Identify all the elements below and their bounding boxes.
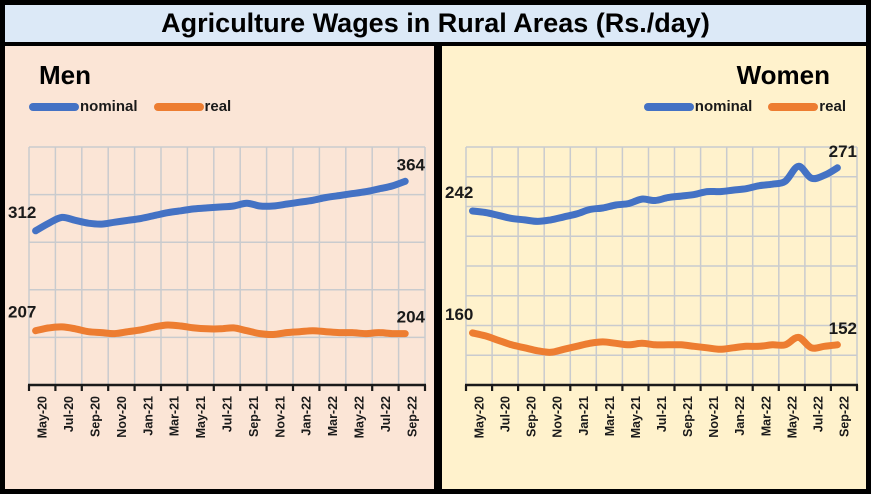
men-legend-item-nominal: nominal xyxy=(29,98,138,115)
x-axis-tick-label: May-22 xyxy=(353,396,367,438)
women-legend: nominal real xyxy=(442,98,846,115)
real-first-value-label: 207 xyxy=(8,303,36,322)
x-axis-tick-label: Jul-22 xyxy=(811,396,825,432)
x-axis-tick-label: Sep-20 xyxy=(89,396,103,437)
x-axis-tick-label: Jan-22 xyxy=(300,396,314,436)
x-axis-tick-label: Jul-21 xyxy=(221,396,235,432)
x-axis-tick-label: Nov-21 xyxy=(273,396,287,438)
real-last-value-label: 204 xyxy=(397,308,426,327)
x-axis-tick-label: May-21 xyxy=(194,396,208,438)
x-axis-tick-label: Sep-20 xyxy=(525,396,539,437)
x-axis-tick-label: Jan-22 xyxy=(733,396,747,436)
x-axis-tick-label: Mar-21 xyxy=(603,396,617,436)
x-axis-tick-label: May-20 xyxy=(36,396,50,438)
nominal-last-value-label: 364 xyxy=(397,156,426,175)
nominal-line xyxy=(469,163,841,226)
nominal-legend-label: nominal xyxy=(80,98,138,116)
real-last-value-label: 152 xyxy=(829,319,857,338)
chart-title-bar: Agriculture Wages in Rural Areas (Rs./da… xyxy=(5,5,866,42)
men-legend: nominal real xyxy=(29,98,434,115)
x-axis-tick-label: Mar-21 xyxy=(168,396,182,436)
x-axis-tick-label: Sep-21 xyxy=(247,396,261,437)
women-panel: Women nominal real May-20 Jul-20 Sep-20 Nov… xyxy=(442,46,866,489)
real-line xyxy=(469,329,841,357)
nominal-first-value-label: 242 xyxy=(445,183,473,202)
nominal-line xyxy=(32,178,409,235)
x-axis-tick-label: Jan-21 xyxy=(577,396,591,436)
x-axis-tick-label: Nov-20 xyxy=(115,396,129,438)
real-line-swatch-icon xyxy=(153,102,204,111)
nominal-first-value-label: 312 xyxy=(8,203,36,222)
x-axis-tick-label: Sep-22 xyxy=(405,396,419,437)
men-legend-item-real: real xyxy=(153,98,232,116)
x-axis-tick-label: Jul-20 xyxy=(499,396,513,432)
x-axis-tick-label: Sep-22 xyxy=(838,396,852,437)
men-panel-title: Men xyxy=(39,60,91,90)
x-axis-tick-label: May-20 xyxy=(473,396,487,438)
panels-row: Men nominal real May-20 Jul-20 Sep-20 Nov-2… xyxy=(5,46,866,489)
x-axis-tick-label: Mar-22 xyxy=(326,396,340,436)
x-axis-tick-label: Jan-21 xyxy=(141,396,155,436)
men-line-chart: May-20 Jul-20 Sep-20 Nov-20 Jan-21 Mar-21 May-… xyxy=(8,146,427,439)
real-legend-label: real xyxy=(819,98,846,116)
x-axis-tick-label: Nov-20 xyxy=(551,396,565,438)
nominal-line-swatch-icon xyxy=(29,102,79,111)
nominal-legend-label: nominal xyxy=(694,98,753,116)
x-axis-tick-label: Sep-21 xyxy=(681,396,695,437)
real-first-value-label: 160 xyxy=(445,305,473,324)
women-panel-title: Women xyxy=(736,60,830,90)
nominal-line-swatch-icon xyxy=(643,102,694,111)
nominal-last-value-label: 271 xyxy=(829,142,857,161)
x-axis-tick-label: Jul-20 xyxy=(62,396,76,432)
men-panel: Men nominal real May-20 Jul-20 Sep-20 Nov-2… xyxy=(5,46,434,489)
real-line-swatch-icon xyxy=(768,102,819,111)
women-legend-item-nominal: nominal xyxy=(643,98,753,116)
chart-title: Agriculture Wages in Rural Areas (Rs./da… xyxy=(161,8,710,38)
real-line xyxy=(32,321,409,339)
x-axis-tick-label: Jul-21 xyxy=(655,396,669,432)
x-axis-tick-label: Mar-22 xyxy=(759,396,773,436)
women-line-chart: May-20 Jul-20 Sep-20 Nov-20 Jan-21 Mar-21 May-… xyxy=(445,142,859,439)
real-legend-label: real xyxy=(204,98,232,116)
x-axis-tick-label: Jul-22 xyxy=(379,396,393,432)
x-axis-tick-label: May-22 xyxy=(785,396,799,438)
x-axis-tick-label: Nov-21 xyxy=(707,396,721,438)
women-legend-item-real: real xyxy=(768,98,846,115)
x-axis-tick-label: May-21 xyxy=(629,396,643,438)
